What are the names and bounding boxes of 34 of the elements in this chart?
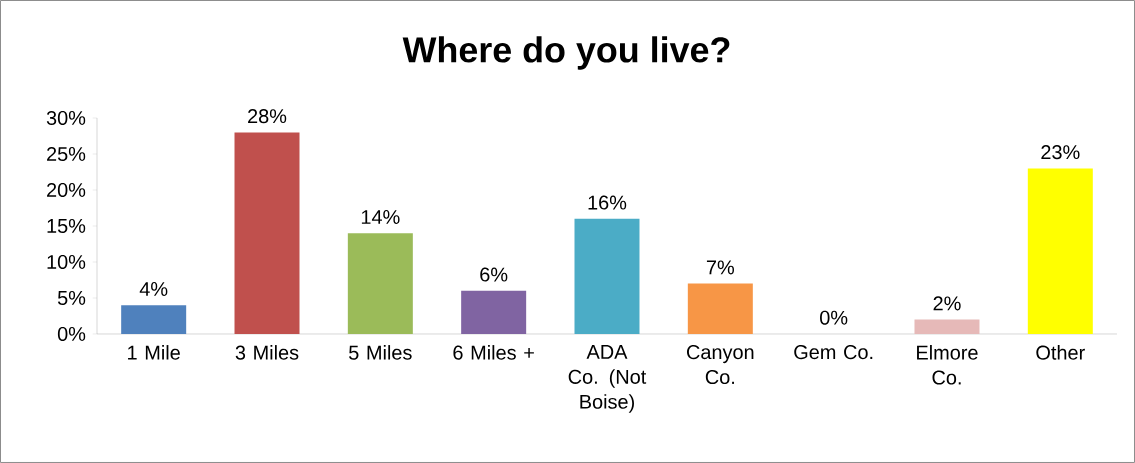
data-label: 28% (248, 109, 287, 124)
data-label: 16% (588, 195, 627, 210)
y-tick-label: 10% (47, 254, 86, 270)
x-tick-label: 5 Miles (349, 345, 412, 360)
bar (1027, 168, 1093, 334)
y-tick-label: 15% (47, 218, 86, 233)
bar (574, 218, 640, 334)
data-label: 6% (480, 267, 508, 282)
y-tick-label: 30% (46, 110, 86, 126)
data-label: 14% (361, 210, 400, 224)
data-label: 7% (706, 260, 734, 275)
data-label: 0% (820, 310, 848, 325)
bar (121, 305, 187, 334)
bar (234, 132, 300, 334)
bar (687, 283, 753, 334)
data-label: 23% (1041, 145, 1080, 160)
x-tick-label: 6 Miles + (453, 345, 534, 360)
y-tick-label: 0% (57, 326, 86, 342)
x-tick-label: Gem Co. (794, 345, 873, 360)
x-tick-label: Elmore Co. (917, 345, 978, 385)
x-tick-label: 1 Mile (128, 345, 180, 360)
x-tick-label: ADA Co. (Not Boise) (568, 345, 647, 413)
x-tick-label: Canyon Co. (687, 345, 754, 385)
y-tick-label: 5% (57, 290, 86, 305)
y-tick-label: 25% (47, 146, 86, 162)
bar (347, 233, 413, 334)
chart-title: Where do you live? (402, 36, 730, 70)
data-label: 2% (933, 296, 961, 311)
bar (914, 319, 980, 334)
x-tick-label: 3 Miles (235, 345, 299, 360)
y-tick-label: 20% (47, 182, 86, 198)
data-label: 4% (139, 282, 168, 296)
x-tick-label: Other (1036, 345, 1085, 360)
bar (461, 290, 527, 334)
